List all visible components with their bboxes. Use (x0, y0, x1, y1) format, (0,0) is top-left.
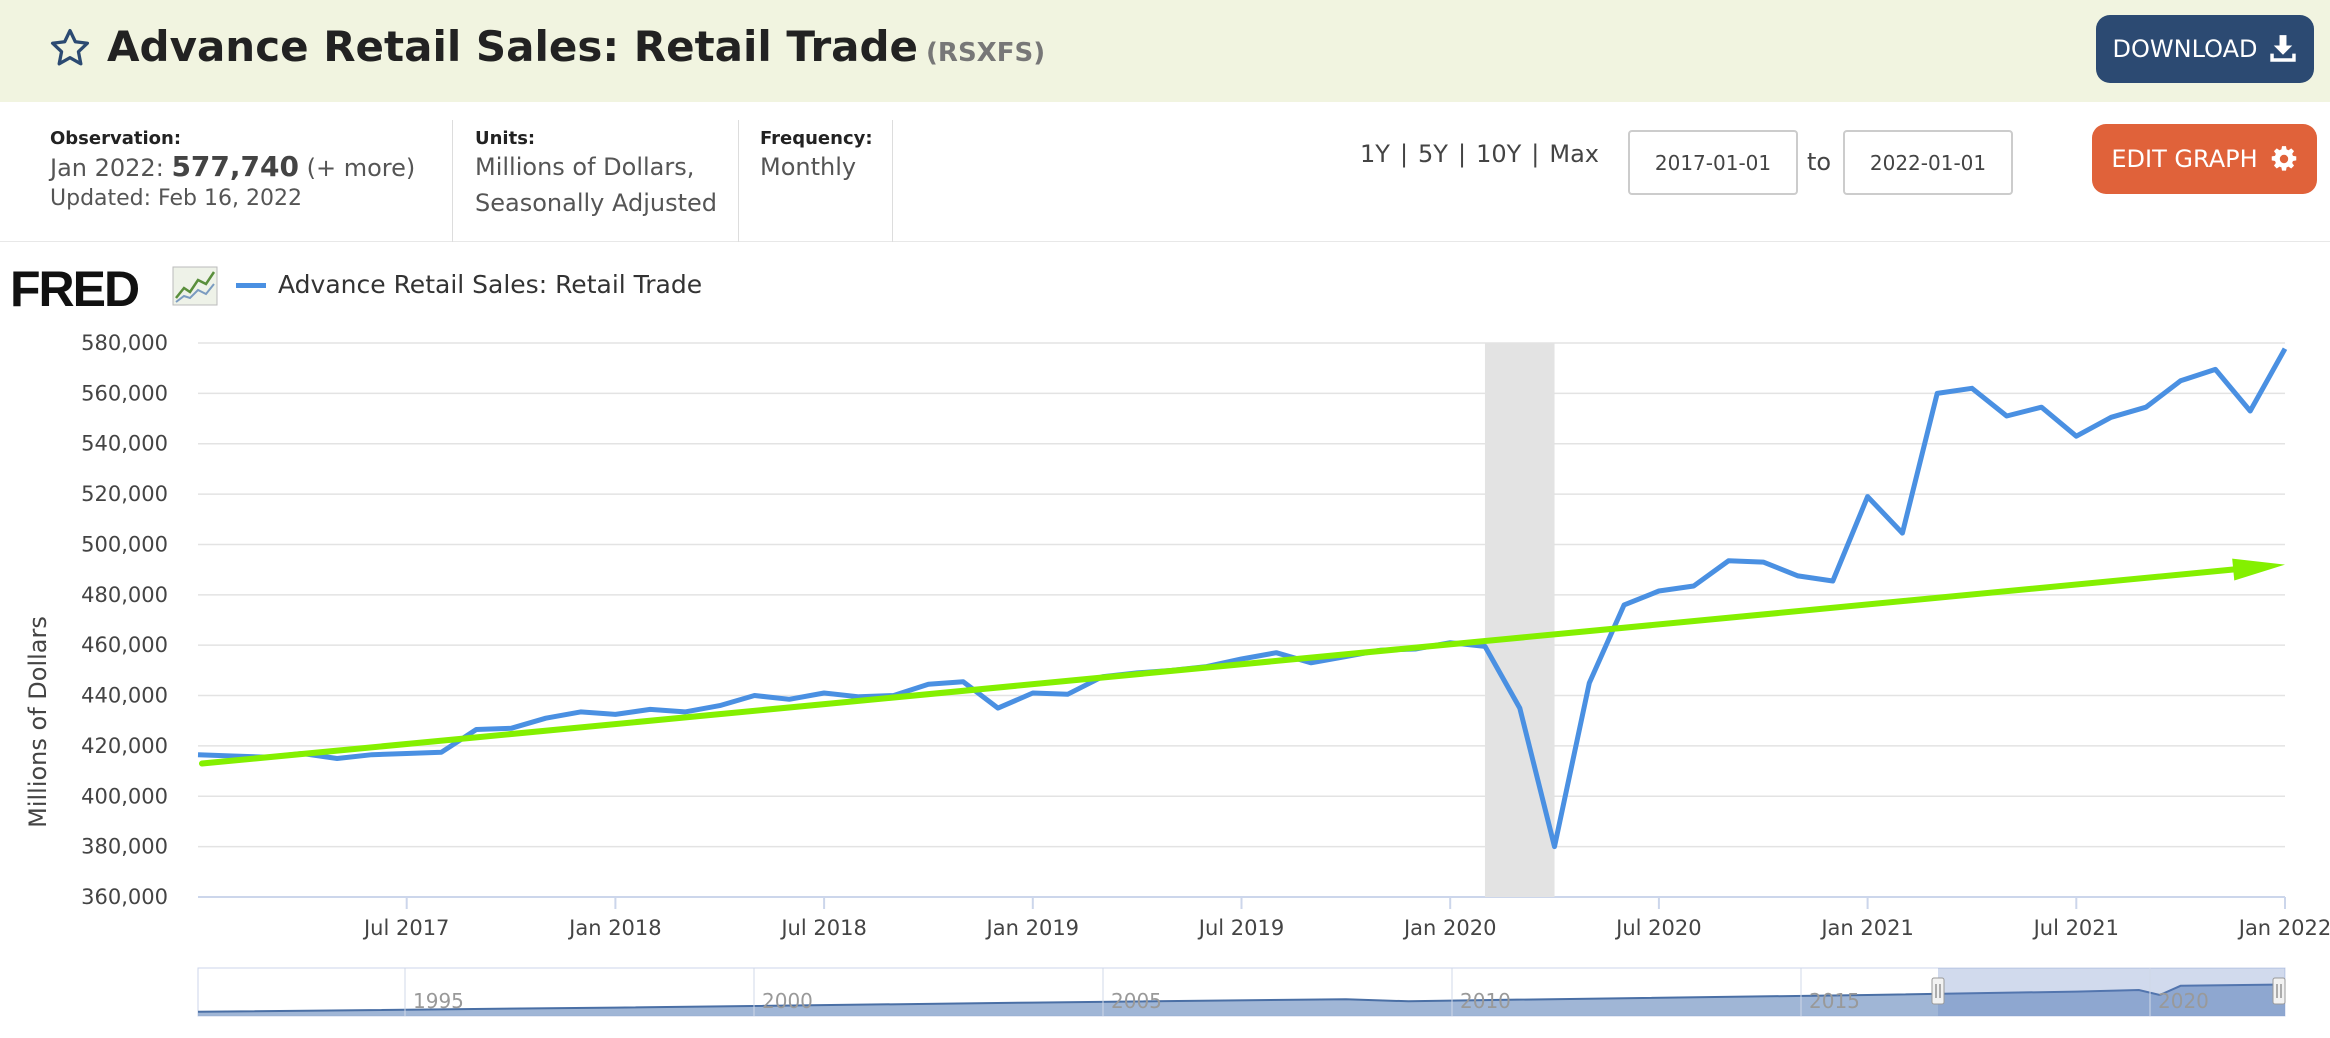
y-tick-label: 580,000 (81, 331, 168, 355)
x-tick-label: Jan 2021 (1819, 916, 1914, 940)
x-tick-label: Jul 2019 (1197, 916, 1284, 940)
series-layer (197, 347, 2288, 850)
navigator-year-label: 2015 (1809, 989, 1860, 1013)
edit-graph-button[interactable]: EDIT GRAPH (2092, 124, 2317, 194)
x-tick-label: Jan 2022 (2237, 916, 2330, 940)
meta-divider (738, 120, 739, 242)
series-header: Advance Retail Sales: Retail Trade (RSXFS… (0, 0, 2330, 102)
y-tick-label: 420,000 (81, 734, 168, 758)
observation-line: Jan 2022: 577,740 (+ more) (50, 149, 415, 186)
trend-arrow-head (2232, 558, 2285, 581)
y-tick-label: 460,000 (81, 633, 168, 657)
navigator-area (198, 984, 2285, 1016)
units-line-1: Millions of Dollars, (475, 153, 695, 181)
series-id: (RSXFS) (926, 38, 1046, 68)
navigator-year-label: 1995 (413, 989, 464, 1013)
frequency-block: Frequency: Monthly (760, 120, 873, 240)
observation-block: Observation: Jan 2022: 577,740 (+ more) … (50, 120, 415, 240)
navigator-year-label: 2000 (762, 989, 813, 1013)
frequency-label: Frequency: (760, 128, 873, 149)
x-tick-label: Jul 2017 (362, 916, 449, 940)
fred-chart-logo-icon (172, 266, 218, 306)
x-tick-label: Jan 2019 (985, 916, 1080, 940)
range-10y-link[interactable]: 10Y (1476, 140, 1522, 168)
range-max-link[interactable]: Max (1549, 140, 1599, 168)
y-tick-label: 520,000 (81, 482, 168, 506)
download-icon (2270, 35, 2297, 62)
navigator-year-label: 2005 (1111, 989, 1162, 1013)
y-tick-label: 540,000 (81, 432, 168, 456)
trend-arrow-shaft (199, 566, 2237, 767)
x-axis-ticks: Jul 2017 Jan 2018 Jul 2018 Jan 2019 Jul 2019… (362, 897, 2330, 940)
y-tick-label: 440,000 (81, 684, 168, 708)
y-tick-label: 480,000 (81, 583, 168, 607)
date-range-to-label: to (1807, 148, 1832, 176)
range-separator: | (1531, 140, 1540, 168)
units-line-2: Seasonally Adjusted (475, 189, 718, 217)
x-tick-label: Jul 2021 (2032, 916, 2119, 940)
star-outline-icon[interactable] (48, 26, 92, 70)
y-axis-ticks: 360,000 380,000 400,000 420,000 440,000 460,0… (81, 331, 168, 909)
range-selector: 1Y | 5Y | 10Y | Max (1360, 140, 1599, 168)
line-chart: 360,000 380,000 400,000 420,000 440,000 460,0… (24, 331, 2330, 1017)
observation-label: Observation: (50, 128, 182, 149)
navigator-handle[interactable] (1931, 977, 1945, 1005)
grid-layer (198, 342, 2285, 898)
meta-divider (452, 120, 453, 242)
range-navigator: 1995 2000 2005 2010 2015 2020 (197, 967, 2286, 1017)
observation-value: 577,740 (171, 150, 299, 183)
download-label: DOWNLOAD (2112, 35, 2258, 63)
x-tick-label: Jan 2018 (567, 916, 662, 940)
end-date-input[interactable] (1843, 130, 2013, 195)
y-axis-title: Millions of Dollars (24, 616, 52, 828)
x-tick-label: Jul 2018 (779, 916, 866, 940)
navigator-selection (1938, 968, 2285, 1016)
observation-more-link[interactable]: (+ more) (306, 154, 416, 182)
download-button[interactable]: DOWNLOAD (2096, 15, 2314, 83)
series-title-text: Advance Retail Sales: Retail Trade (107, 22, 919, 71)
range-5y-link[interactable]: 5Y (1418, 140, 1448, 168)
observation-date: Jan 2022: (50, 154, 164, 182)
legend-swatch (236, 283, 266, 288)
navigator-year-label: 2020 (2158, 989, 2209, 1013)
edit-graph-label: EDIT GRAPH (2111, 145, 2258, 173)
navigator-handle[interactable] (2272, 977, 2286, 1005)
range-separator: | (1399, 140, 1409, 168)
fred-logo: FRED (10, 261, 140, 317)
range-1y-link[interactable]: 1Y (1360, 140, 1390, 168)
navigator-line (197, 983, 2286, 1013)
series-line (197, 347, 2288, 850)
units-label: Units: (475, 128, 536, 149)
legend-label: Advance Retail Sales: Retail Trade (278, 270, 703, 299)
page-title: Advance Retail Sales: Retail Trade (RSXFS… (107, 22, 1045, 71)
range-separator: | (1457, 140, 1467, 168)
y-tick-label: 360,000 (81, 885, 168, 909)
meta-divider (892, 120, 893, 242)
updated-date: Updated: Feb 16, 2022 (50, 186, 302, 211)
navigator-year-label: 2010 (1460, 989, 1511, 1013)
x-tick-label: Jul 2020 (1614, 916, 1701, 940)
start-date-input[interactable] (1628, 130, 1798, 195)
frequency-value: Monthly (760, 153, 857, 181)
y-tick-label: 560,000 (81, 381, 168, 405)
y-tick-label: 380,000 (81, 835, 168, 859)
y-tick-label: 500,000 (81, 532, 168, 556)
units-block: Units: Millions of Dollars, Seasonally A… (475, 120, 717, 240)
trend-arrow-layer (199, 558, 2285, 767)
x-tick-label: Jan 2020 (1402, 916, 1497, 940)
y-tick-label: 400,000 (81, 784, 168, 808)
gear-icon (2271, 146, 2296, 171)
